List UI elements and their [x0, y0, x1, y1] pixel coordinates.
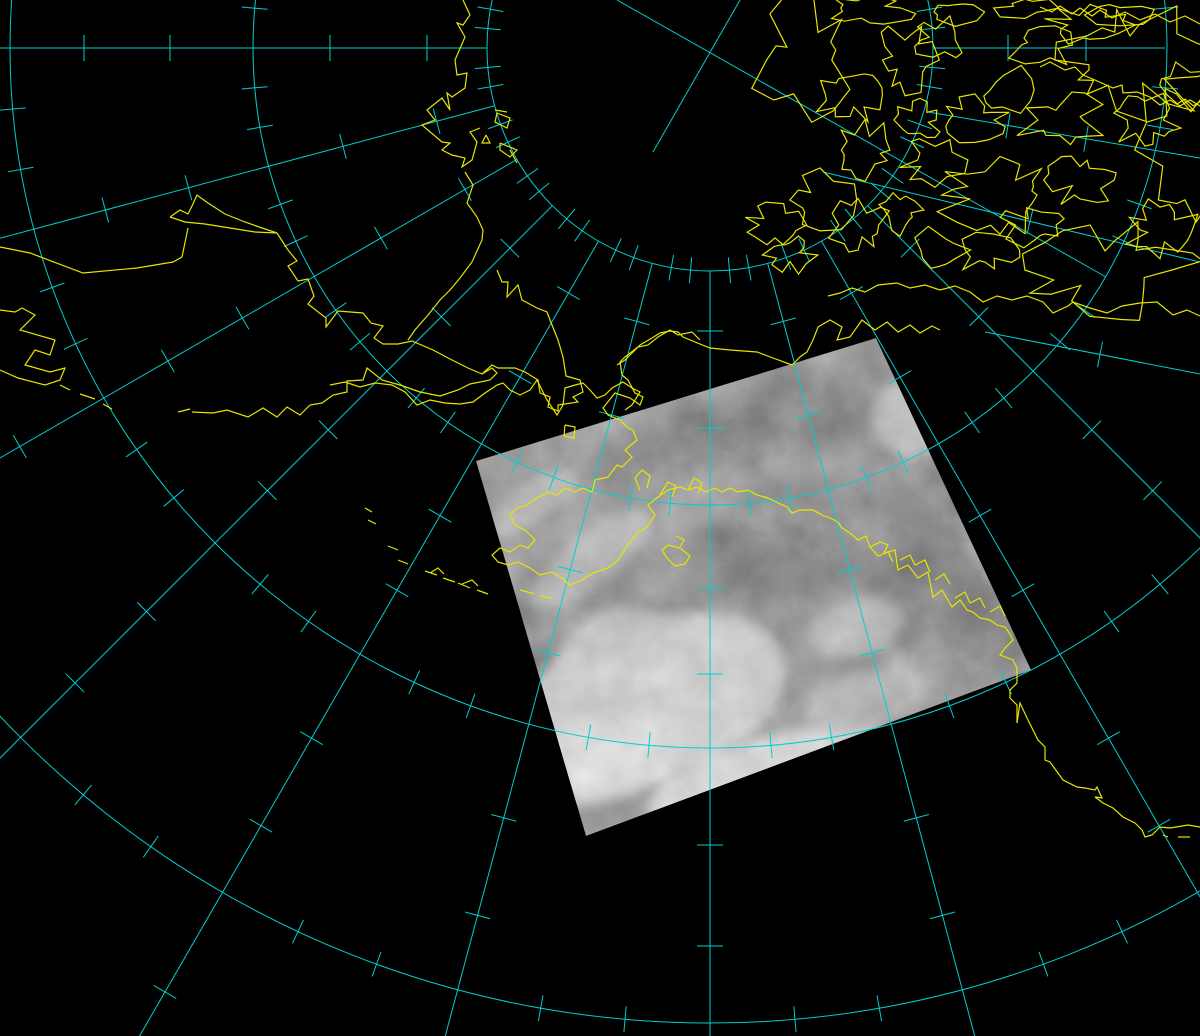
coastline-layer — [0, 0, 1200, 838]
